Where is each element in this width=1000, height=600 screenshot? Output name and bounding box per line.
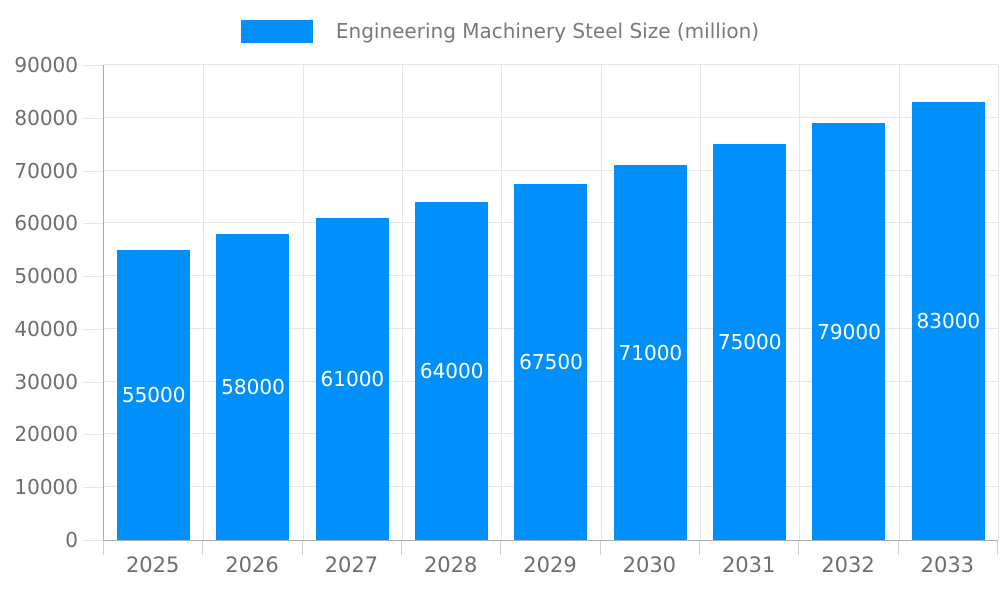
bar-value-label-2029: 67500	[519, 349, 583, 374]
x-axis-label-2026: 2026	[225, 553, 279, 577]
gridline-vertical-8	[898, 65, 900, 540]
y-axis-tick-10000	[83, 487, 103, 489]
y-axis-label-70000: 70000	[14, 158, 78, 183]
y-axis-tick-30000	[83, 381, 103, 383]
gridline-vertical-2	[302, 65, 304, 540]
x-axis-tick-9	[997, 541, 998, 555]
bar-value-label-2031: 75000	[717, 330, 782, 355]
x-axis-tick-2	[301, 541, 303, 555]
bar-2033[interactable]: 83000	[911, 101, 985, 540]
x-axis-tick-6	[699, 541, 700, 555]
bar-value-label-2025: 55000	[121, 382, 186, 407]
x-axis-label-2031: 2031	[721, 553, 776, 577]
legend-label: Engineering Machinery Steel Size (millio…	[335, 19, 760, 43]
gridline-vertical-7	[799, 65, 801, 540]
y-axis-label-80000: 80000	[14, 105, 78, 130]
y-axis-tick-90000	[83, 65, 103, 66]
bar-2031[interactable]: 75000	[713, 144, 787, 540]
y-axis-label-30000: 30000	[14, 369, 78, 394]
y-axis-label-40000: 40000	[14, 316, 78, 341]
x-axis-tick-7	[798, 541, 800, 555]
x-axis-label-2025: 2025	[125, 553, 180, 577]
y-axis-label-20000: 20000	[14, 422, 78, 447]
x-axis-label-2030: 2030	[622, 553, 677, 577]
bar-2028[interactable]: 64000	[415, 202, 489, 540]
gridline-horizontal-70000	[104, 169, 998, 171]
x-axis-label-2028: 2028	[423, 553, 478, 577]
bar-value-label-2033: 83000	[916, 308, 981, 333]
bar-value-label-2030: 71000	[618, 340, 683, 365]
y-axis-tick-80000	[83, 117, 103, 119]
x-axis-label-2032: 2032	[821, 553, 875, 577]
y-axis-label-50000: 50000	[14, 264, 78, 289]
legend-marker-swatch	[240, 19, 313, 43]
gridline-vertical-9	[998, 65, 999, 540]
x-axis-tick-3	[401, 541, 402, 555]
y-axis-tick-50000	[83, 276, 103, 278]
x-axis-tick-0	[103, 541, 104, 555]
legend[interactable]: Engineering Machinery Steel Size (millio…	[0, 19, 1000, 43]
y-axis-label-60000: 60000	[14, 211, 78, 236]
gridline-vertical-6	[699, 65, 701, 540]
y-axis-tick-70000	[83, 170, 103, 172]
x-axis-tick-4	[500, 541, 502, 555]
y-axis-label-90000: 90000	[14, 53, 78, 77]
gridline-vertical-4	[501, 65, 503, 540]
bar-2026[interactable]: 58000	[216, 233, 290, 540]
y-axis-tick-0	[83, 540, 103, 541]
y-axis-tick-40000	[83, 328, 103, 330]
bar-2025[interactable]: 55000	[117, 249, 191, 540]
y-axis-label-10000: 10000	[14, 475, 78, 500]
x-axis-tick-8	[897, 541, 899, 555]
x-axis-label-2029: 2029	[523, 553, 577, 577]
bar-value-label-2027: 61000	[320, 367, 385, 392]
x-axis-label-2033: 2033	[920, 553, 975, 577]
plot-area: 55000 58000 61000 64000 67500 71000 75000 79000…	[103, 64, 999, 541]
gridline-horizontal-90000	[104, 64, 998, 65]
gridline-vertical-1	[203, 65, 205, 540]
bar-2032[interactable]: 79000	[812, 123, 886, 540]
bar-value-label-2032: 79000	[817, 319, 881, 344]
y-axis-tick-60000	[83, 223, 103, 225]
y-axis-label-0: 0	[65, 528, 78, 552]
gridline-vertical-5	[600, 65, 602, 540]
bar-2029[interactable]: 67500	[514, 183, 588, 540]
bar-2030[interactable]: 71000	[613, 165, 687, 540]
x-axis-tick-5	[599, 541, 601, 555]
bar-value-label-2026: 58000	[221, 374, 285, 399]
x-axis-label-2027: 2027	[324, 553, 379, 577]
x-axis-tick-1	[202, 541, 204, 555]
gridline-vertical-3	[401, 65, 403, 540]
bar-value-label-2028: 64000	[419, 359, 484, 384]
gridline-horizontal-80000	[104, 116, 998, 118]
bar-2027[interactable]: 61000	[315, 218, 389, 540]
y-axis-tick-20000	[83, 434, 103, 436]
